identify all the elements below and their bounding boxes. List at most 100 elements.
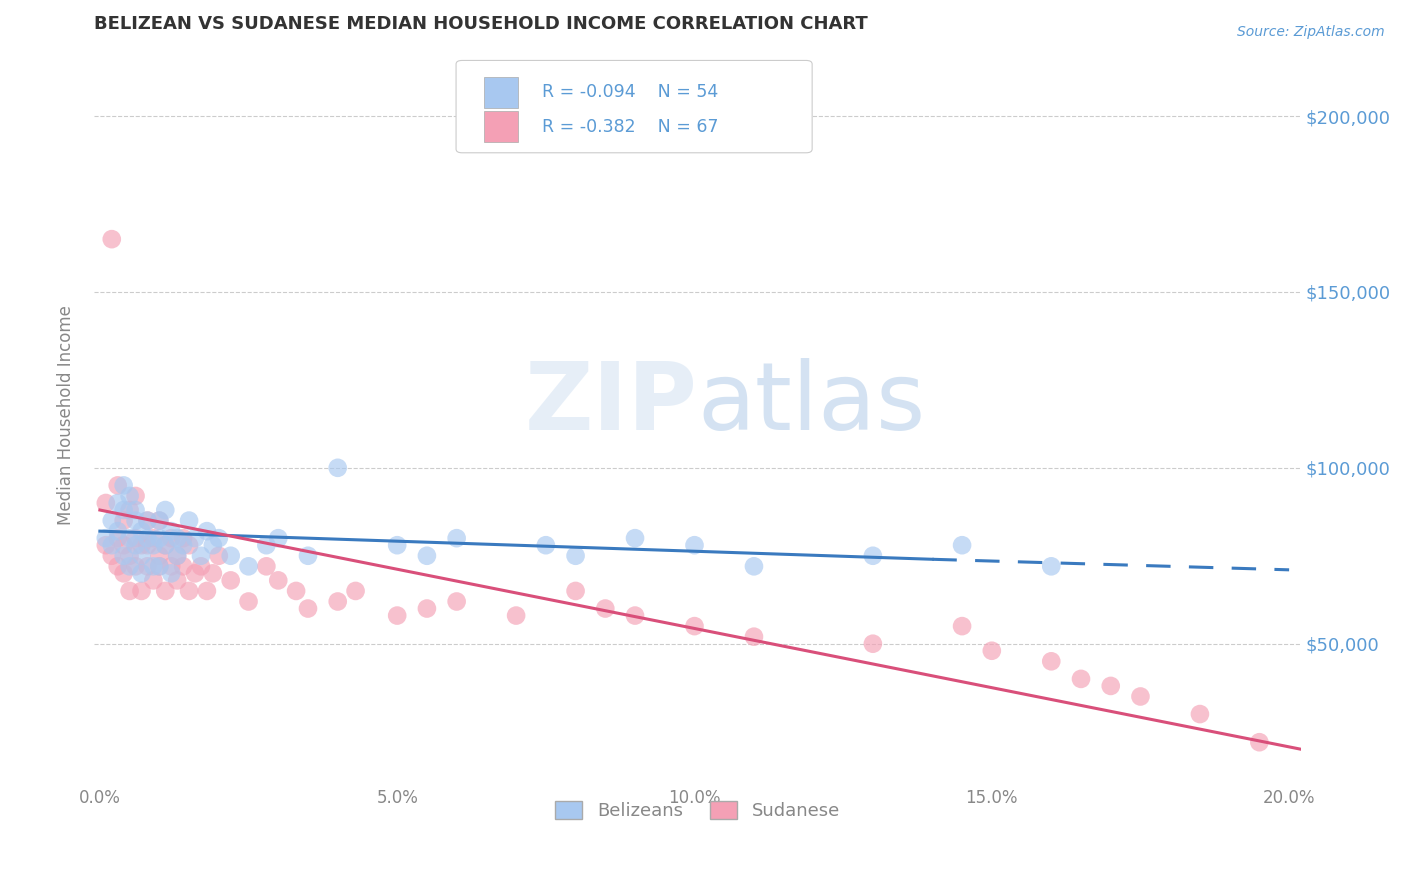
- Point: [112, 538, 135, 552]
- Point: [564, 583, 586, 598]
- Point: [177, 514, 200, 528]
- Point: [285, 583, 308, 598]
- Point: [155, 538, 177, 552]
- Text: atlas: atlas: [697, 358, 925, 450]
- Point: [107, 478, 129, 492]
- Point: [201, 538, 224, 552]
- Point: [683, 538, 706, 552]
- Point: [148, 559, 170, 574]
- Point: [112, 514, 135, 528]
- Point: [94, 538, 117, 552]
- Point: [326, 460, 349, 475]
- Text: ZIP: ZIP: [524, 358, 697, 450]
- Point: [416, 601, 439, 615]
- Point: [190, 559, 212, 574]
- Point: [208, 549, 231, 563]
- Point: [131, 538, 153, 552]
- Point: [742, 630, 765, 644]
- Point: [107, 559, 129, 574]
- Point: [184, 531, 207, 545]
- Point: [131, 566, 153, 581]
- Point: [172, 559, 194, 574]
- Point: [107, 531, 129, 545]
- Point: [1188, 707, 1211, 722]
- Y-axis label: Median Household Income: Median Household Income: [58, 305, 75, 525]
- Point: [118, 503, 141, 517]
- Point: [112, 566, 135, 581]
- Point: [124, 489, 146, 503]
- Point: [148, 514, 170, 528]
- Point: [148, 514, 170, 528]
- Point: [148, 559, 170, 574]
- Point: [166, 531, 188, 545]
- Point: [416, 549, 439, 563]
- Point: [131, 549, 153, 563]
- Point: [238, 559, 260, 574]
- Point: [297, 601, 319, 615]
- Point: [742, 559, 765, 574]
- Point: [124, 538, 146, 552]
- Point: [94, 531, 117, 545]
- Point: [683, 619, 706, 633]
- Point: [624, 531, 647, 545]
- Point: [160, 566, 183, 581]
- Point: [1040, 559, 1063, 574]
- Text: R = -0.382    N = 67: R = -0.382 N = 67: [541, 118, 718, 136]
- Point: [1129, 690, 1152, 704]
- Point: [267, 574, 290, 588]
- Point: [172, 538, 194, 552]
- Point: [136, 538, 159, 552]
- Point: [208, 531, 231, 545]
- Point: [344, 583, 367, 598]
- Point: [124, 514, 146, 528]
- Point: [1099, 679, 1122, 693]
- Point: [177, 538, 200, 552]
- Point: [124, 559, 146, 574]
- Point: [107, 524, 129, 538]
- Point: [124, 531, 146, 545]
- Point: [160, 531, 183, 545]
- Text: Source: ZipAtlas.com: Source: ZipAtlas.com: [1237, 25, 1385, 39]
- Point: [118, 531, 141, 545]
- Point: [136, 559, 159, 574]
- Point: [950, 538, 973, 552]
- Point: [1040, 654, 1063, 668]
- Point: [118, 583, 141, 598]
- Point: [94, 496, 117, 510]
- Point: [184, 566, 207, 581]
- Point: [100, 514, 122, 528]
- Point: [862, 637, 884, 651]
- Legend: Belizeans, Sudanese: Belizeans, Sudanese: [548, 793, 846, 827]
- Point: [595, 601, 617, 615]
- Point: [112, 478, 135, 492]
- Text: BELIZEAN VS SUDANESE MEDIAN HOUSEHOLD INCOME CORRELATION CHART: BELIZEAN VS SUDANESE MEDIAN HOUSEHOLD IN…: [94, 15, 868, 33]
- Point: [238, 594, 260, 608]
- Point: [862, 549, 884, 563]
- Point: [195, 524, 218, 538]
- Point: [100, 549, 122, 563]
- Point: [326, 594, 349, 608]
- Point: [446, 594, 468, 608]
- Point: [160, 524, 183, 538]
- Point: [136, 531, 159, 545]
- Point: [166, 549, 188, 563]
- Point: [254, 559, 277, 574]
- Point: [112, 549, 135, 563]
- Point: [142, 538, 165, 552]
- Point: [1070, 672, 1092, 686]
- Point: [118, 549, 141, 563]
- Point: [190, 549, 212, 563]
- Point: [136, 514, 159, 528]
- Point: [297, 549, 319, 563]
- Point: [142, 574, 165, 588]
- Point: [219, 574, 242, 588]
- Point: [172, 531, 194, 545]
- Point: [201, 566, 224, 581]
- Point: [118, 559, 141, 574]
- Point: [166, 549, 188, 563]
- FancyBboxPatch shape: [484, 112, 517, 143]
- Point: [624, 608, 647, 623]
- Point: [219, 549, 242, 563]
- Point: [980, 644, 1002, 658]
- Point: [385, 538, 408, 552]
